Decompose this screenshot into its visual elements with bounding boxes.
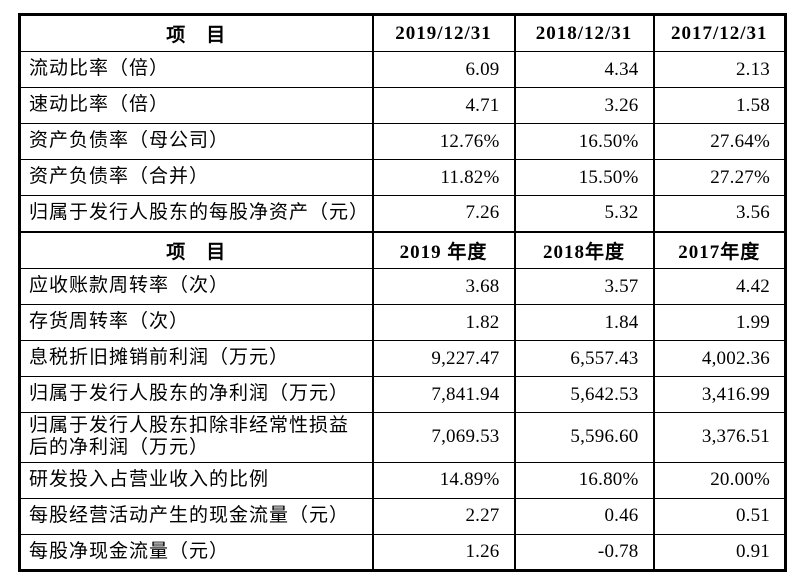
section1-col-2019-12-31: 2019/12/31 xyxy=(371,14,516,52)
table-row-receivables-turnover: 应收账款周转率（次） 3.68 3.57 4.42 xyxy=(18,268,787,305)
row-value: 0.51 xyxy=(652,497,787,535)
section1-col-2018-12-31: 2018/12/31 xyxy=(513,14,655,52)
row-label: 资产负债率（合并） xyxy=(18,159,374,196)
section2-col-2018: 2018年度 xyxy=(513,230,655,269)
table-row-ebitda: 息税折旧摊销前利润（万元） 9,227.47 6,557.43 4,002.36 xyxy=(18,340,787,377)
row-value: 4.34 xyxy=(513,51,655,88)
table-row-net-cash-flow-per-share: 每股净现金流量（元） 1.26 -0.78 0.91 xyxy=(18,533,787,571)
row-value: 15.50% xyxy=(513,159,655,196)
row-label: 息税折旧摊销前利润（万元） xyxy=(18,340,374,377)
section2-item-header: 项 目 xyxy=(18,230,374,269)
table-row-quick-ratio: 速动比率（倍） 4.71 3.26 1.58 xyxy=(18,87,787,124)
row-value: 4,002.36 xyxy=(652,340,787,377)
row-value: 3.26 xyxy=(513,87,655,124)
row-value: 4.71 xyxy=(371,87,516,124)
section2-col-2017: 2017年度 xyxy=(652,230,787,269)
row-value: 3.68 xyxy=(371,268,516,305)
row-value: 2.27 xyxy=(371,497,516,535)
row-value: 1.84 xyxy=(513,304,655,341)
row-label: 归属于发行人股东扣除非经常性损益后的净利润（万元） xyxy=(18,412,374,463)
table-row-debt-ratio-parent: 资产负债率（母公司） 12.76% 16.50% 27.64% xyxy=(18,123,787,160)
row-label: 速动比率（倍） xyxy=(18,87,374,124)
row-value: 16.80% xyxy=(513,461,655,499)
row-value: 3.56 xyxy=(652,195,787,232)
table-row-current-ratio: 流动比率（倍） 6.09 4.34 2.13 xyxy=(18,51,787,88)
table-row-rd-expense-ratio: 研发投入占营业收入的比例 14.89% 16.80% 20.00% xyxy=(18,461,787,499)
row-value: 5,596.60 xyxy=(513,412,655,463)
row-value: 7.26 xyxy=(371,195,516,232)
row-label: 每股经营活动产生的现金流量（元） xyxy=(18,497,374,535)
row-value: -0.78 xyxy=(513,533,655,571)
row-label: 应收账款周转率（次） xyxy=(18,268,374,305)
section2-col-2019: 2019 年度 xyxy=(371,230,516,269)
row-value: 6,557.43 xyxy=(513,340,655,377)
row-value: 0.46 xyxy=(513,497,655,535)
row-value: 5,642.53 xyxy=(513,376,655,413)
table-row-inventory-turnover: 存货周转率（次） 1.82 1.84 1.99 xyxy=(18,304,787,341)
table-row-operating-cash-flow-per-share: 每股经营活动产生的现金流量（元） 2.27 0.46 0.51 xyxy=(18,497,787,535)
section1-header-row: 项 目 2019/12/31 2018/12/31 2017/12/31 xyxy=(18,14,787,52)
row-value: 6.09 xyxy=(371,51,516,88)
row-value: 16.50% xyxy=(513,123,655,160)
row-value: 7,069.53 xyxy=(371,412,516,463)
row-value: 7,841.94 xyxy=(371,376,516,413)
row-value: 14.89% xyxy=(371,461,516,499)
row-value: 27.64% xyxy=(652,123,787,160)
row-label: 归属于发行人股东的净利润（万元） xyxy=(18,376,374,413)
row-label: 研发投入占营业收入的比例 xyxy=(18,461,374,499)
row-label: 每股净现金流量（元） xyxy=(18,533,374,571)
row-value: 1.82 xyxy=(371,304,516,341)
row-label: 归属于发行人股东的每股净资产（元） xyxy=(18,195,374,232)
row-value: 9,227.47 xyxy=(371,340,516,377)
table-row-net-profit: 归属于发行人股东的净利润（万元） 7,841.94 5,642.53 3,416… xyxy=(18,376,787,413)
row-value: 0.91 xyxy=(652,533,787,571)
table-row-debt-ratio-consolidated: 资产负债率（合并） 11.82% 15.50% 27.27% xyxy=(18,159,787,196)
row-value: 5.32 xyxy=(513,195,655,232)
row-value: 11.82% xyxy=(371,159,516,196)
row-value: 12.76% xyxy=(371,123,516,160)
row-value: 1.99 xyxy=(652,304,787,341)
row-value: 3,376.51 xyxy=(652,412,787,463)
row-value: 3,416.99 xyxy=(652,376,787,413)
row-value: 1.58 xyxy=(652,87,787,124)
section2-header-row: 项 目 2019 年度 2018年度 2017年度 xyxy=(18,230,787,269)
row-value: 4.42 xyxy=(652,268,787,305)
row-label: 流动比率（倍） xyxy=(18,51,374,88)
row-label: 存货周转率（次） xyxy=(18,304,374,341)
section1-col-2017-12-31: 2017/12/31 xyxy=(652,14,787,52)
row-value: 27.27% xyxy=(652,159,787,196)
row-label: 资产负债率（母公司） xyxy=(18,123,374,160)
financial-indicators-table: 项 目 2019/12/31 2018/12/31 2017/12/31 流动比… xyxy=(18,13,787,572)
table-row-net-profit-excl-nonrecurring: 归属于发行人股东扣除非经常性损益后的净利润（万元） 7,069.53 5,596… xyxy=(18,412,787,463)
section1-item-header: 项 目 xyxy=(18,14,374,52)
row-value: 2.13 xyxy=(652,51,787,88)
row-value: 20.00% xyxy=(652,461,787,499)
row-value: 3.57 xyxy=(513,268,655,305)
row-value: 1.26 xyxy=(371,533,516,571)
table-row-net-assets-per-share: 归属于发行人股东的每股净资产（元） 7.26 5.32 3.56 xyxy=(18,195,787,232)
